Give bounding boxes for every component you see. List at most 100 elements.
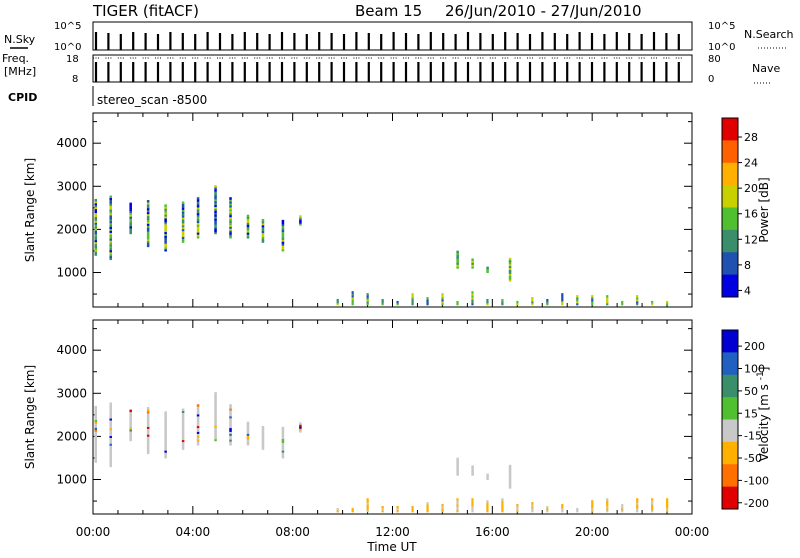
echo-cell: [181, 410, 185, 413]
echo-cell: [109, 402, 112, 405]
echo-cell: [164, 430, 167, 434]
echo-cell: [281, 446, 285, 449]
echo-cell: [606, 300, 609, 304]
echo-cell: [229, 212, 232, 216]
echo-cell: [214, 225, 217, 229]
echo-cell: [508, 257, 512, 261]
echo-cell: [196, 214, 200, 218]
echo-cell: [396, 505, 399, 509]
echo-cell: [351, 298, 354, 302]
echo-cell: [109, 462, 112, 466]
echo-cell: [229, 214, 232, 218]
colorbar-segment: [722, 252, 738, 276]
echo-cell: [146, 436, 150, 439]
echo-cell: [181, 207, 185, 210]
echo-cell: [94, 237, 97, 241]
echo-cell: [164, 229, 167, 233]
echo-cell: [214, 429, 217, 432]
echo-cell: [621, 300, 624, 304]
echo-cell: [591, 507, 594, 511]
echo-cell: [109, 222, 112, 226]
echo-cell: [561, 507, 564, 511]
echo-cell: [281, 243, 285, 246]
echo-cell: [229, 417, 232, 421]
echo-cell: [366, 300, 369, 304]
echo-cell: [109, 240, 112, 243]
echo-cell: [299, 215, 302, 218]
echo-cell: [591, 298, 594, 302]
echo-cell: [109, 220, 112, 224]
echo-cell: [441, 300, 444, 304]
echo-cell: [94, 433, 97, 436]
echo-cell: [591, 295, 594, 298]
colorbar-segment: [722, 441, 738, 465]
echo-cell: [508, 279, 512, 282]
echo-cell: [246, 220, 250, 224]
echo-cell: [94, 440, 97, 444]
echo-cell: [441, 507, 444, 511]
echo-cell: [246, 435, 250, 438]
echo-cell: [146, 213, 150, 217]
echo-cell: [336, 298, 339, 302]
echo-cell: [636, 498, 639, 501]
echo-cell: [214, 436, 217, 440]
echo-cell: [146, 221, 150, 224]
echo-cell: [94, 239, 97, 243]
colorbar-tick-label: -100: [744, 474, 769, 487]
echo-cell: [164, 455, 167, 459]
echo-cell: [501, 507, 504, 511]
echo-cell: [109, 445, 112, 448]
echo-cell: [94, 241, 97, 245]
echo-cell: [516, 505, 519, 509]
echo-cell: [229, 419, 232, 423]
echo-cell: [164, 225, 167, 229]
echo-cell: [246, 421, 250, 425]
echo-cell: [196, 429, 200, 432]
echo-cell: [471, 262, 474, 265]
echo-cell: [94, 212, 97, 216]
y-tick-label: 3000: [56, 386, 87, 400]
echo-cell: [426, 507, 429, 511]
echo-cell: [229, 230, 232, 233]
echo-cell: [129, 229, 132, 233]
echo-cell: [214, 399, 217, 403]
echo-cell: [366, 500, 369, 503]
echo-cell: [501, 498, 504, 501]
echo-cell: [146, 418, 150, 422]
echo-cell: [508, 468, 512, 472]
colorbar-tick-label: -15: [744, 430, 762, 443]
echo-cell: [381, 298, 384, 302]
echo-cell: [501, 505, 504, 509]
echo-cell: [591, 505, 594, 509]
echo-cell: [129, 421, 132, 424]
echo-cell: [94, 415, 97, 419]
echo-cell: [214, 405, 217, 409]
echo-cell: [94, 460, 97, 463]
echo-cell: [146, 408, 150, 412]
echo-cell: [351, 300, 354, 304]
echo-cell: [516, 300, 519, 304]
echo-cell: [456, 505, 459, 509]
echo-cell: [486, 268, 489, 272]
y-tick-label: 1000: [56, 473, 87, 487]
echo-cell: [546, 300, 549, 304]
echo-cell: [229, 218, 232, 222]
echo-cell: [94, 454, 97, 457]
echo-cell: [164, 227, 167, 231]
echo-cell: [109, 211, 112, 214]
velocity-colorbar: 200 100 50 15 -15 -50 -100 -200: [721, 329, 769, 510]
echo-cell: [129, 212, 132, 215]
echo-cell: [411, 507, 414, 511]
echo-cell: [129, 434, 132, 438]
echo-cell: [351, 302, 354, 306]
nsearch-label: N.Search: [744, 28, 794, 41]
echo-cell: [471, 469, 474, 472]
echo-cell: [281, 223, 285, 227]
echo-cell: [129, 411, 132, 415]
echo-cell: [109, 212, 112, 216]
echo-cell: [471, 266, 474, 269]
echo-cell: [109, 234, 112, 237]
echo-cell: [229, 437, 232, 440]
echo-cell: [164, 436, 167, 440]
echo-cell: [281, 450, 285, 453]
